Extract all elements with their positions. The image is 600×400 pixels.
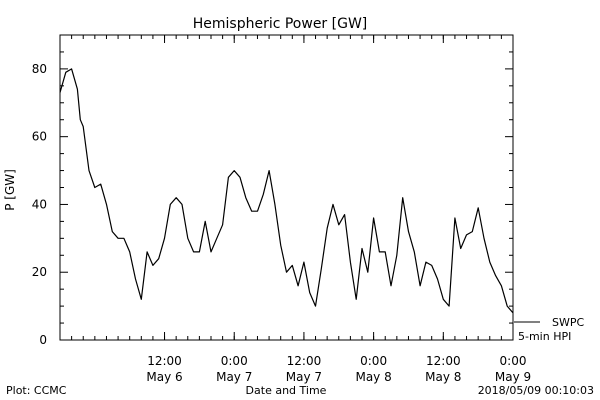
chart-title: Hemispheric Power [GW] (193, 16, 368, 32)
x-tick-date: May 6 (146, 370, 182, 384)
x-tick-date: May 8 (355, 370, 391, 384)
x-axis: 12:00 May 6 0:00 May 7 12:00 May 7 0:00 May 8 12… (59, 35, 531, 384)
x-tick-time: 0:00 (221, 354, 248, 368)
x-tick-time: 12:00 (147, 354, 182, 368)
legend-label: SWPC (552, 316, 584, 329)
x-tick-time: 0:00 (500, 354, 527, 368)
y-tick-label: 40 (32, 197, 47, 211)
y-axis: 0 20 40 60 80 (32, 34, 513, 347)
legend-label: 5-min HPI (518, 330, 571, 343)
x-tick-date: May 8 (425, 370, 461, 384)
y-tick-label: 80 (32, 62, 47, 76)
y-tick-label: 60 (32, 130, 47, 144)
x-tick-date: May 9 (495, 370, 531, 384)
x-tick-time: 12:00 (287, 354, 322, 368)
x-tick-date: May 7 (286, 370, 322, 384)
plot-frame (59, 34, 514, 341)
y-axis-label: P [GW] (3, 169, 17, 211)
series-line-hpi (59, 68, 514, 314)
series-layer (59, 68, 514, 314)
x-axis-label: Date and Time (246, 384, 327, 397)
plot-timestamp: 2018/05/09 00:10:03 (478, 384, 594, 397)
y-tick-label: 0 (39, 333, 47, 347)
x-tick-time: 0:00 (360, 354, 387, 368)
y-tick-label: 20 (32, 265, 47, 279)
plot-credit: Plot: CCMC (6, 384, 67, 397)
x-tick-time: 12:00 (426, 354, 461, 368)
x-tick-date: May 7 (216, 370, 252, 384)
